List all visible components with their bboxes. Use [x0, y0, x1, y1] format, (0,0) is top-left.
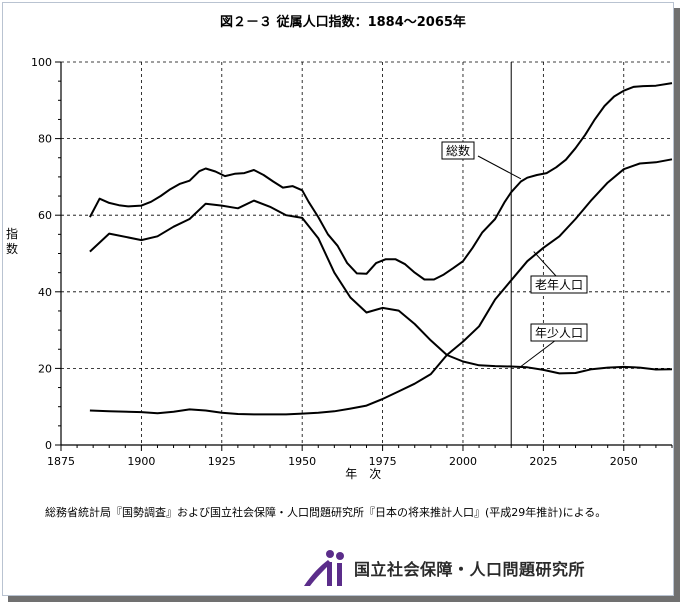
x-tick-label: 2050 [610, 455, 638, 468]
x-tick-label: 2000 [449, 455, 477, 468]
y-tick-label: 100 [31, 56, 52, 69]
callout-leader [477, 155, 522, 180]
figure-frame [2, 2, 674, 596]
y-tick-label: 20 [38, 362, 52, 375]
x-tick-label: 1950 [288, 455, 316, 468]
axes: 1875 1900 1925 1950 1975 2000 2025 2050 0 20 40 60 8… [6, 56, 673, 481]
series-group [89, 82, 673, 416]
chart-title: 図２－３ 従属人口指数：1884～2065年 [220, 15, 466, 30]
series-line-2 [89, 158, 673, 416]
organization-name: 国立社会保障・人口問題研究所 [354, 560, 586, 579]
ipss-logo-icon [304, 550, 344, 586]
y-tick-label: 80 [38, 133, 52, 146]
callout-label: 総数 [446, 143, 470, 158]
callout-box [530, 275, 588, 294]
x-tick-label: 1925 [208, 455, 236, 468]
y-tick-label: 40 [38, 286, 52, 299]
source-note: 総務省統計局『国勢調査』および国立社会保障・人口問題研究所『日本の将来推計人口』… [45, 506, 607, 519]
callout-box [530, 323, 588, 342]
x-tick-label: 1875 [47, 455, 75, 468]
organization-logo: 国立社会保障・人口問題研究所 [300, 548, 585, 588]
series-line-1 [89, 199, 673, 375]
y-axis-label: 数 [6, 241, 18, 256]
y-axis-label: 指 [6, 226, 18, 241]
callout-label: 年少人口 [535, 326, 583, 340]
x-tick-label: 2025 [529, 455, 557, 468]
x-axis-label: 年 次 [345, 467, 381, 481]
series-line-0 [89, 82, 673, 281]
callout-label: 老年人口 [535, 278, 583, 292]
callout-leader [533, 251, 557, 277]
x-tick-label: 1900 [127, 455, 155, 468]
y-tick-label: 0 [45, 439, 52, 452]
y-tick-label: 60 [38, 209, 52, 222]
callout-leader [520, 339, 557, 367]
x-tick-label: 1975 [369, 455, 397, 468]
grid [61, 61, 672, 445]
callout-box [441, 141, 475, 160]
